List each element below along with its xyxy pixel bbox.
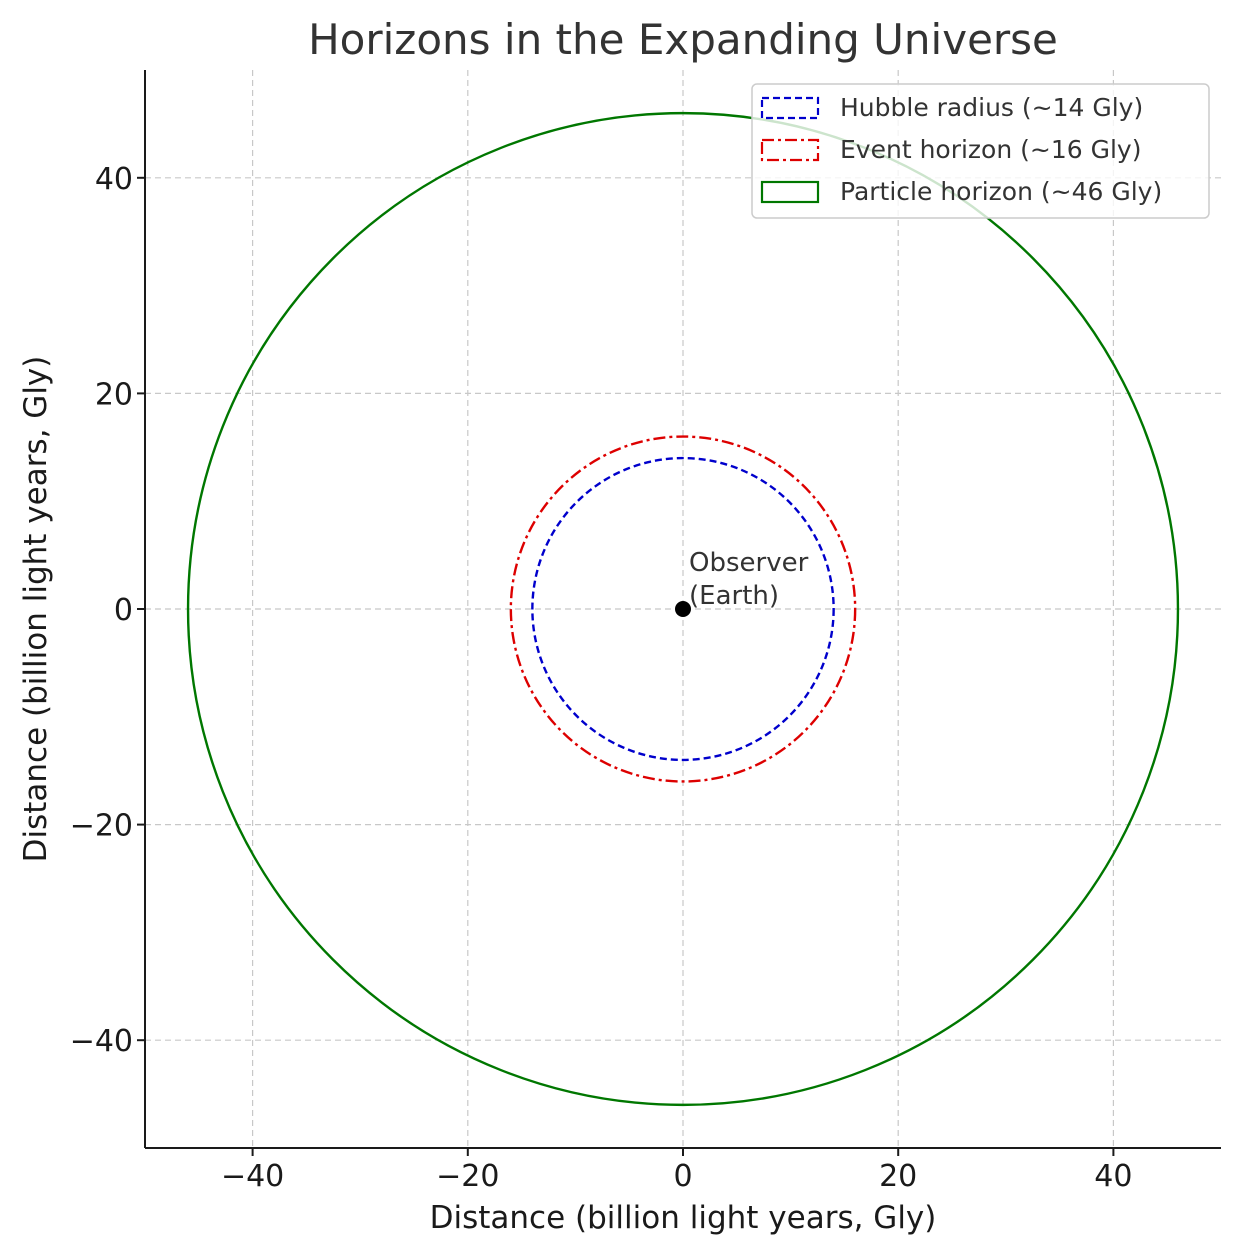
y-tick-label-0: −40 [70,1024,133,1059]
x-tick-label-0: −40 [221,1159,284,1194]
ticks: −40 −20 0 20 40 −40 −20 0 20 40 [70,162,1133,1194]
x-tick-label-4: 40 [1094,1159,1132,1194]
y-tick-label-3: 20 [95,377,133,412]
y-tick-label-2: 0 [114,593,133,628]
legend-label-1: Event horizon (~16 Gly) [840,135,1141,164]
observer-annotation-line-0: Observer [689,548,809,578]
series-circle-1 [509,435,857,783]
x-tick-label-1: −20 [436,1159,499,1194]
legend-swatch-0 [760,96,820,120]
legend-box [751,83,1210,219]
y-axis-label: Distance (billion light years, Gly) [18,356,54,863]
legend-label-2: Particle horizon (~46 Gly) [840,177,1162,206]
x-axis-label: Distance (billion light years, Gly) [430,1200,937,1236]
annotations: Observer(Earth) [689,548,809,611]
chart-title: Horizons in the Expanding Universe [308,15,1058,64]
x-tick-label-3: 20 [879,1159,917,1194]
y-tick-label-1: −20 [70,809,133,844]
legend: Hubble radius (~14 Gly) Event horizon (~1… [751,83,1210,219]
series-circle-2 [186,111,1180,1107]
y-tick-label-4: 40 [95,162,133,197]
x-tick-label-2: 0 [673,1159,692,1194]
legend-swatch-2 [760,180,820,204]
legend-swatch-1 [760,138,820,162]
legend-label-0: Hubble radius (~14 Gly) [840,93,1143,122]
observer-point [675,601,691,617]
series-circle-0 [531,456,835,762]
series-layer [186,111,1180,1107]
observer-annotation-line-1: (Earth) [689,581,779,611]
